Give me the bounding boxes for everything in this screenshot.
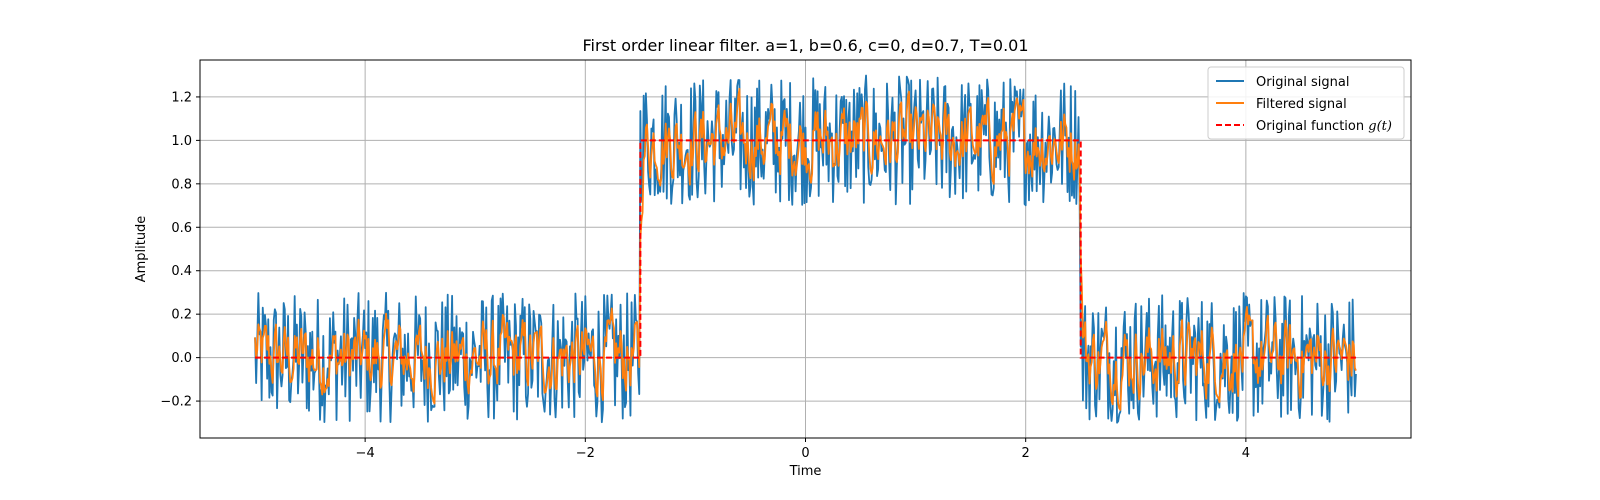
series-original-function — [255, 139, 1356, 359]
y-tick-label: 0.2 — [171, 308, 192, 323]
legend-label: Filtered signal — [1256, 97, 1347, 112]
x-tick-label: −4 — [356, 446, 375, 461]
legend-label: Original function g(t) — [1256, 119, 1392, 134]
plot-lines — [254, 74, 1357, 424]
legend-box — [1207, 66, 1405, 140]
x-tick-label: 2 — [1022, 446, 1030, 461]
legend-label: Original signal — [1256, 75, 1349, 90]
y-tick-label: 0.6 — [171, 221, 192, 236]
y-axis-label: Amplitude — [134, 216, 149, 283]
y-tick-label: 0.8 — [171, 177, 192, 192]
x-axis-label: Time — [789, 464, 822, 479]
y-tick-label: 0.4 — [171, 264, 192, 279]
x-tick-label: 0 — [801, 446, 809, 461]
y-tick-label: 1.0 — [171, 134, 192, 149]
y-tick-label: −0.2 — [160, 395, 192, 410]
x-tick-label: −2 — [576, 446, 595, 461]
series-filtered-signal — [254, 87, 1357, 411]
x-tick-label: 4 — [1242, 446, 1250, 461]
y-tick-label: 0.0 — [171, 351, 192, 366]
axis-ticks: −4 −2 0 2 4 −0.2 0.0 0.2 0.4 0.6 0.8 1.0 1.2 — [160, 90, 1250, 461]
y-tick-label: 1.2 — [171, 90, 192, 105]
legend: Original signal Filtered signal Original f… — [1207, 66, 1405, 140]
chart-title: First order linear filter. a=1, b=0.6, c… — [582, 36, 1028, 55]
